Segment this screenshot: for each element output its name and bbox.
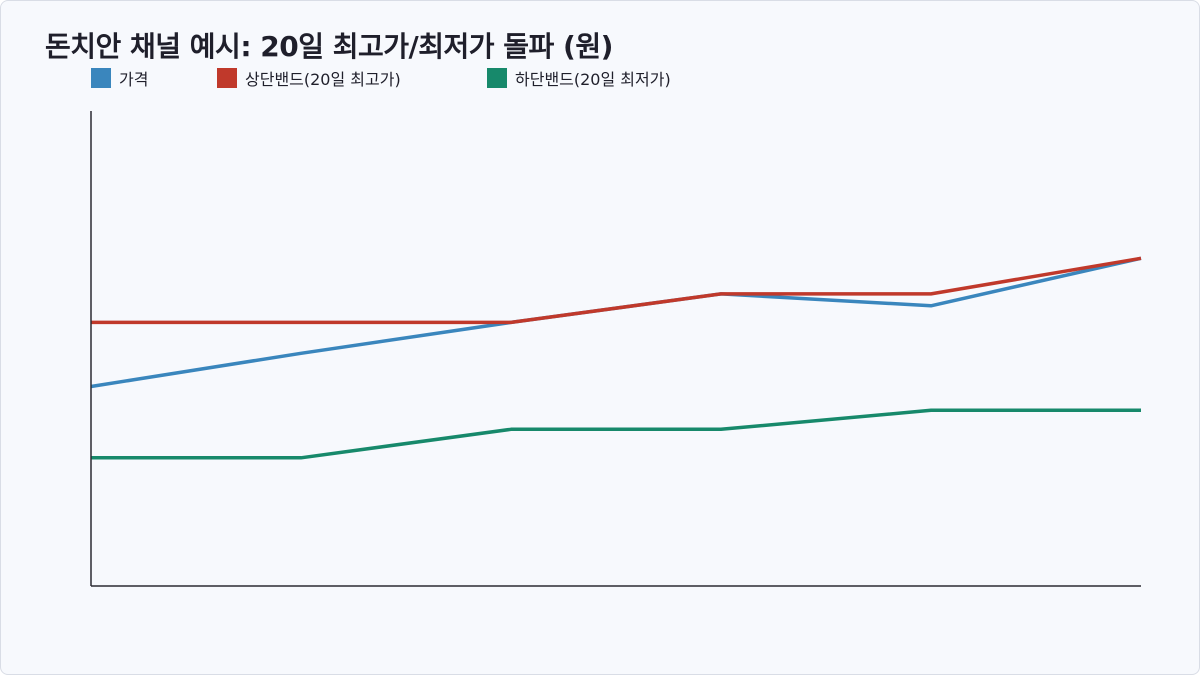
- legend-swatch-upper-band: [217, 68, 237, 88]
- legend-swatch-lower-band: [487, 68, 507, 88]
- legend-label-upper-band: 상단밴드(20일 최고가): [245, 70, 401, 89]
- series-line-upper-band: [91, 256, 1142, 325]
- legend-swatch-price: [91, 68, 111, 88]
- legend-item-price: 가격: [91, 65, 148, 91]
- chart-title: 돈치안 채널 예시: 20일 최고가/최저가 돌파 (원): [45, 30, 613, 63]
- series-layer: [90, 256, 1142, 460]
- legend: 가격 상단밴드(20일 최고가) 하단밴드(20일 최저가): [91, 65, 891, 91]
- series-line-lower-band: [91, 408, 1141, 460]
- legend-item-upper-band: 상단밴드(20일 최고가): [217, 65, 401, 91]
- legend-label-lower-band: 하단밴드(20일 최저가): [515, 70, 671, 89]
- legend-label-price: 가격: [119, 70, 149, 89]
- legend-item-lower-band: 하단밴드(20일 최저가): [487, 65, 671, 91]
